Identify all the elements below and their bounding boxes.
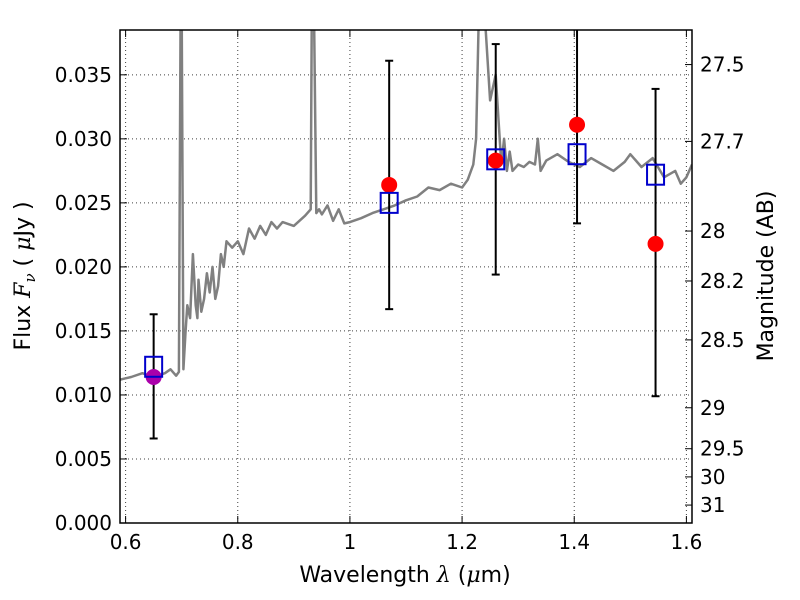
y-tick-label: 0.015 [55, 319, 112, 343]
model-spectrum-line [120, 30, 692, 381]
right-tick-label: 29.5 [700, 437, 745, 461]
x-tick-label: 1.2 [446, 530, 478, 554]
x-axis-label: Wavelength λ (μm) [299, 563, 510, 588]
observed-flux-point [487, 152, 504, 169]
y-tick-label: 0.025 [55, 191, 112, 215]
y-tick-label: 0.010 [55, 383, 112, 407]
right-tick-label: 28 [700, 219, 725, 243]
y-tick-label: 0.035 [55, 63, 112, 87]
right-tick-label: 28.5 [700, 328, 745, 352]
right-tick-label: 27.5 [700, 53, 745, 77]
spectrum-layer [120, 30, 692, 381]
y-tick-label: 0.020 [55, 255, 112, 279]
right-tick-label: 27.7 [700, 129, 745, 153]
model-flux-square [486, 148, 506, 171]
model-flux-square [646, 163, 666, 186]
x-tick-label: 1 [344, 530, 357, 554]
right-tick-label: 30 [700, 465, 725, 489]
x-tick-label: 0.8 [222, 530, 254, 554]
model-flux-square [144, 355, 164, 378]
right-tick-label: 28.2 [700, 269, 745, 293]
x-tick-label: 1.6 [670, 530, 702, 554]
x-tick-label: 1.4 [558, 530, 590, 554]
errorbar-layer [149, 30, 660, 440]
right-tick-label: 31 [700, 493, 725, 517]
y-tick-label: 0.005 [55, 447, 112, 471]
x-tick-label: 0.6 [110, 530, 142, 554]
plot-frame [119, 29, 693, 524]
y-tick-label: 0.000 [55, 511, 112, 535]
right-tick-label: 29 [700, 396, 725, 420]
observed-flux-point [381, 176, 398, 193]
right-axis-label: Magnitude (AB) [754, 191, 779, 362]
model-squares [144, 143, 666, 378]
observed-flux-point [647, 235, 664, 252]
axis-ticks: 0.6 0.8 1 1.2 1.4 1.6 0.000 0.005 0.010 0.015 0.02… [55, 30, 745, 554]
y-tick-label: 0.030 [55, 127, 112, 151]
y-axis-label: Flux Fν ( μJy ) [11, 201, 39, 350]
model-flux-square [567, 143, 587, 166]
model-flux-square [379, 191, 399, 214]
observed-flux-point [569, 116, 586, 133]
